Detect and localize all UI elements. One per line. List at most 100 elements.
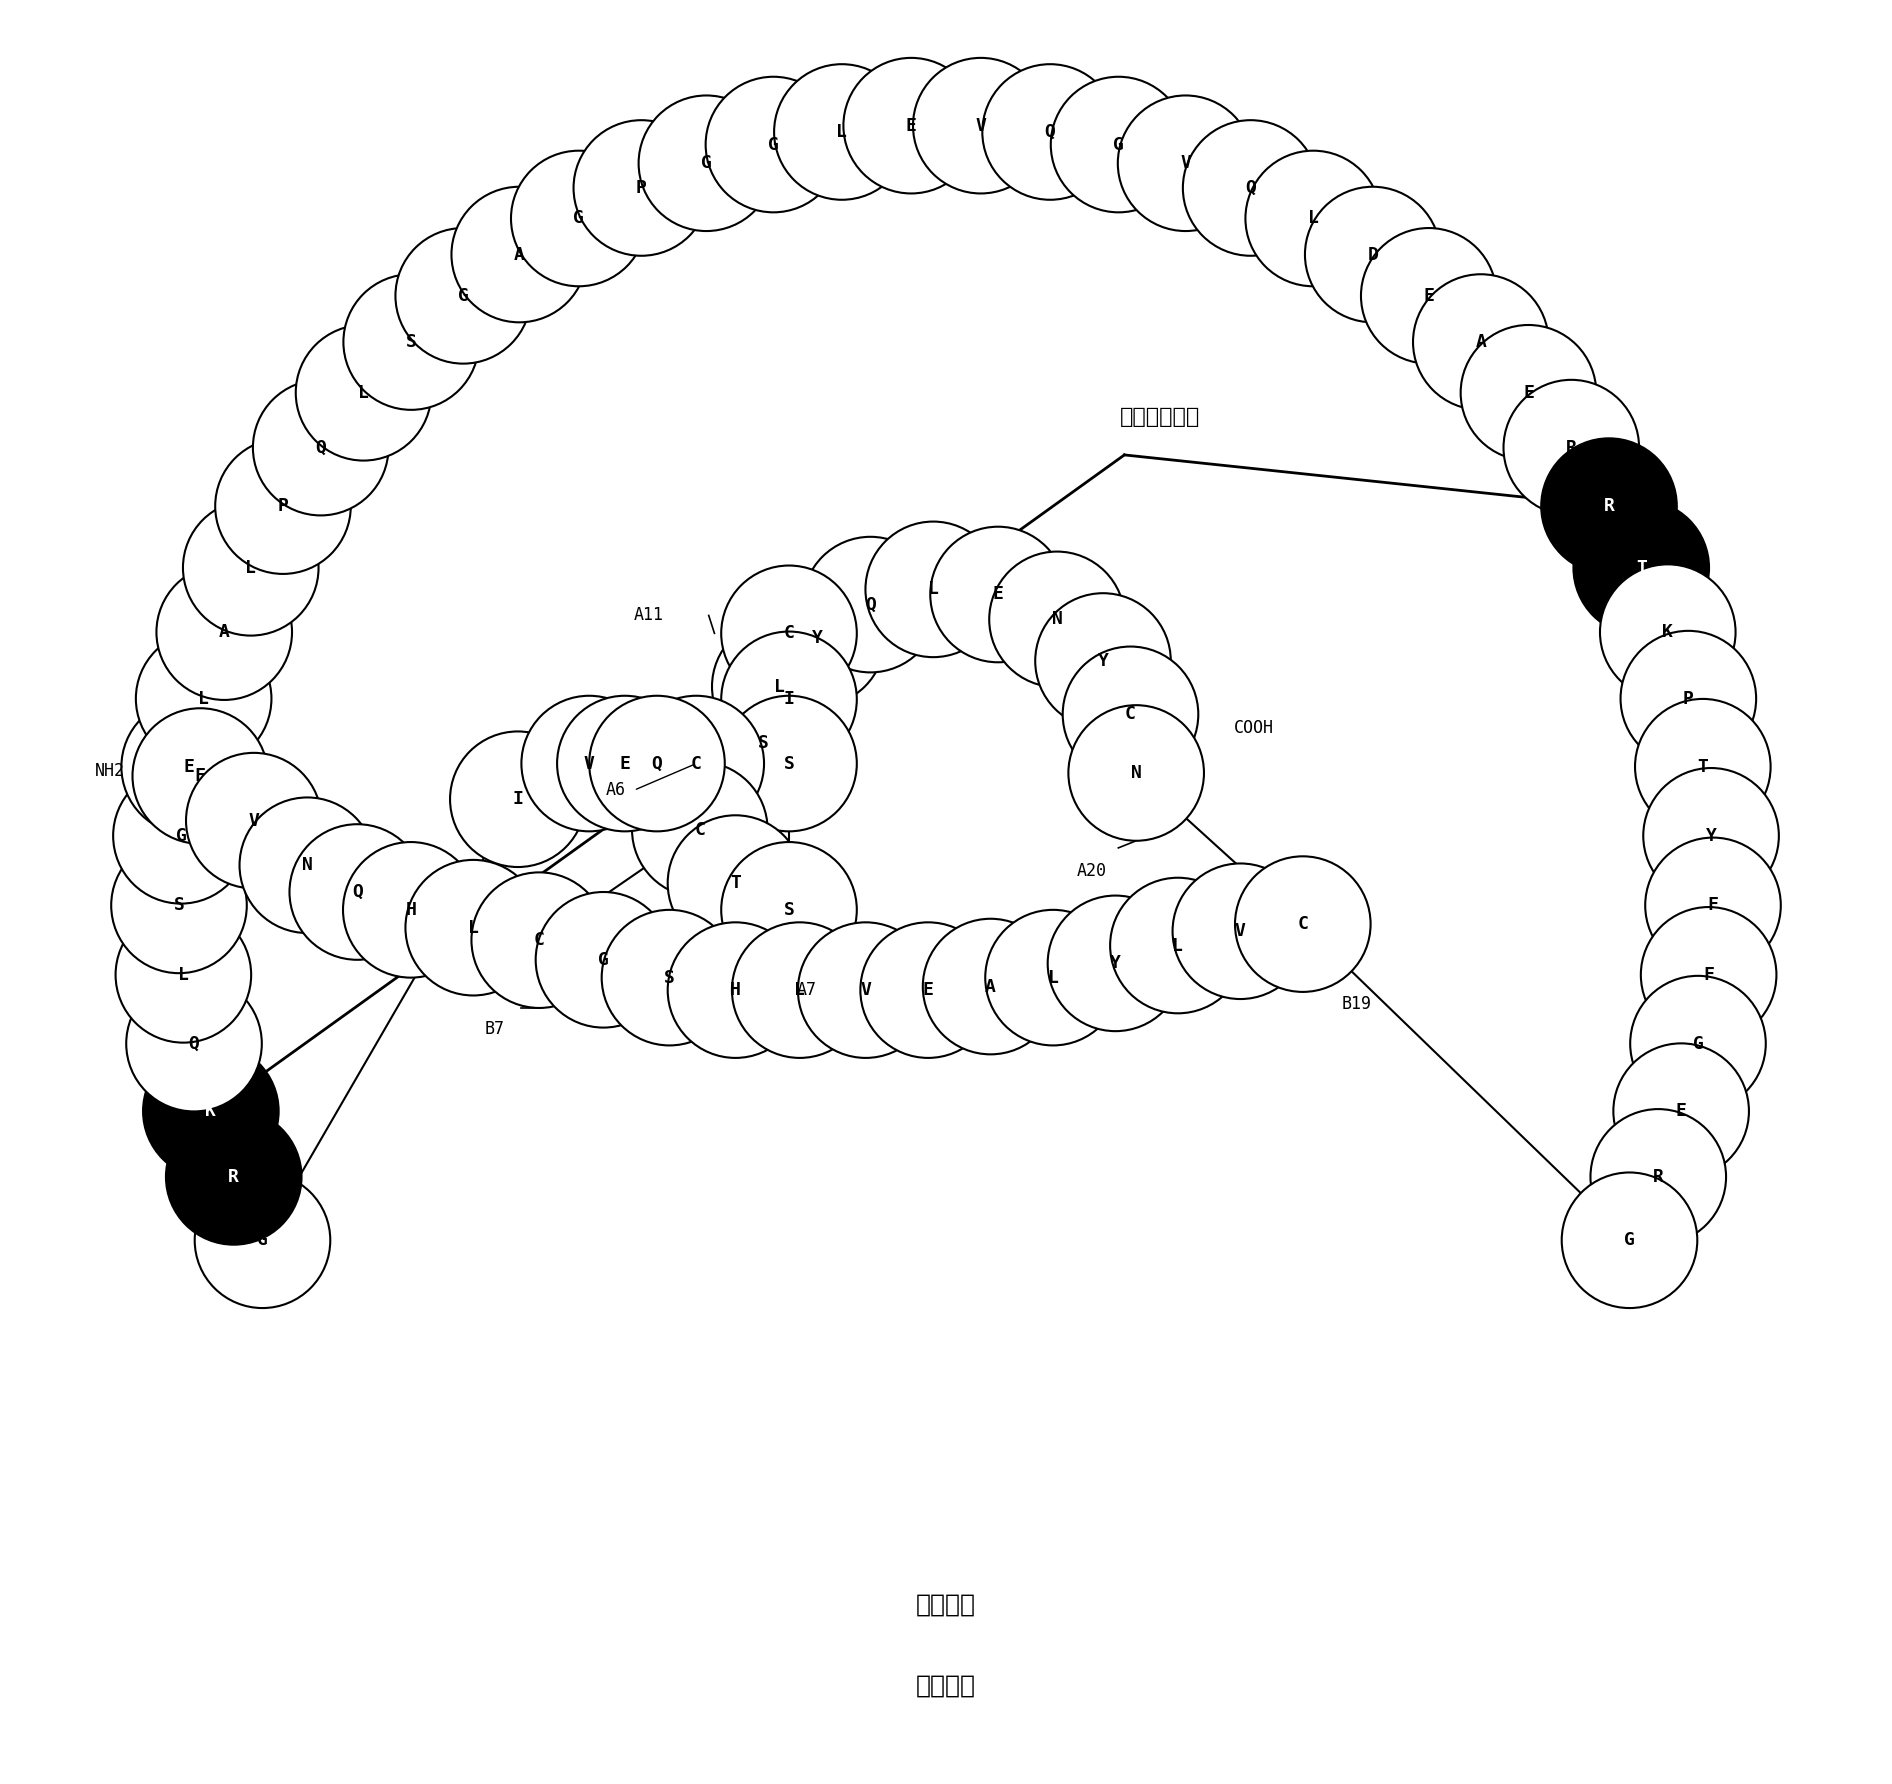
Circle shape	[1614, 1044, 1748, 1179]
Circle shape	[628, 696, 764, 831]
Circle shape	[1035, 594, 1171, 730]
Circle shape	[1048, 896, 1182, 1031]
Text: R: R	[229, 1169, 238, 1186]
Circle shape	[184, 500, 318, 635]
Text: E: E	[619, 755, 630, 772]
Text: V: V	[861, 981, 870, 999]
Circle shape	[1050, 77, 1186, 212]
Circle shape	[711, 619, 848, 755]
Circle shape	[1245, 150, 1381, 285]
Circle shape	[1644, 769, 1778, 904]
Text: G: G	[1693, 1035, 1703, 1053]
Circle shape	[706, 77, 842, 212]
Text: K: K	[206, 1103, 216, 1120]
Circle shape	[588, 696, 725, 831]
Circle shape	[254, 380, 388, 516]
Text: D: D	[1368, 246, 1377, 264]
Text: C: C	[534, 931, 545, 949]
Circle shape	[914, 57, 1048, 193]
Text: N: N	[1052, 610, 1063, 628]
Circle shape	[1574, 500, 1708, 635]
Circle shape	[114, 769, 248, 904]
Text: 现有技术: 现有技术	[916, 1595, 976, 1616]
Circle shape	[185, 753, 322, 888]
Text: A20: A20	[1077, 862, 1107, 880]
Text: L: L	[1173, 937, 1182, 954]
Text: E: E	[184, 758, 195, 776]
Text: R: R	[1604, 498, 1614, 516]
Circle shape	[395, 228, 532, 364]
Circle shape	[132, 708, 269, 844]
Circle shape	[668, 815, 804, 951]
Circle shape	[295, 325, 431, 460]
Circle shape	[798, 922, 933, 1058]
Text: L: L	[246, 558, 255, 576]
Text: V: V	[585, 755, 594, 772]
Text: R: R	[1654, 1169, 1663, 1186]
Text: B7: B7	[484, 1020, 505, 1038]
Text: V: V	[248, 812, 259, 830]
Text: G: G	[1112, 136, 1124, 153]
Text: S: S	[174, 896, 184, 915]
Circle shape	[1646, 838, 1780, 974]
Circle shape	[1235, 856, 1370, 992]
Circle shape	[1504, 380, 1638, 516]
Text: E: E	[1676, 1103, 1686, 1120]
Text: A6: A6	[605, 781, 626, 799]
Text: F: F	[1708, 896, 1718, 915]
Circle shape	[136, 632, 271, 767]
Circle shape	[344, 275, 479, 410]
Circle shape	[127, 976, 261, 1111]
Text: G: G	[458, 287, 469, 305]
Circle shape	[732, 922, 868, 1058]
Text: Q: Q	[1245, 178, 1256, 196]
Text: H: H	[405, 901, 416, 919]
Circle shape	[931, 526, 1065, 662]
Circle shape	[802, 537, 938, 673]
Circle shape	[342, 842, 479, 978]
Circle shape	[923, 919, 1058, 1054]
Text: Y: Y	[1705, 826, 1716, 846]
Text: I: I	[783, 690, 795, 708]
Text: G: G	[257, 1231, 269, 1249]
Text: Y: Y	[1111, 954, 1120, 972]
Circle shape	[1305, 187, 1440, 323]
Text: G: G	[768, 136, 780, 153]
Text: G: G	[1623, 1231, 1635, 1249]
Text: C: C	[691, 755, 702, 772]
Circle shape	[157, 564, 291, 699]
Text: S: S	[757, 735, 768, 753]
Circle shape	[115, 906, 252, 1042]
Text: F: F	[195, 767, 206, 785]
Text: COOH: COOH	[1234, 719, 1275, 737]
Text: L: L	[1307, 209, 1319, 228]
Circle shape	[240, 797, 375, 933]
Circle shape	[632, 762, 768, 897]
Circle shape	[1111, 878, 1245, 1013]
Circle shape	[450, 731, 587, 867]
Text: G: G	[176, 826, 187, 846]
Text: S: S	[664, 969, 675, 987]
Text: A: A	[515, 246, 524, 264]
Text: V: V	[976, 116, 986, 134]
Circle shape	[144, 1044, 278, 1179]
Text: K: K	[1663, 623, 1673, 640]
Circle shape	[166, 1110, 301, 1245]
Circle shape	[1561, 1172, 1697, 1308]
Text: B19: B19	[1341, 995, 1372, 1013]
Text: L: L	[927, 580, 938, 598]
Text: Q: Q	[1044, 123, 1056, 141]
Circle shape	[1182, 120, 1319, 255]
Circle shape	[721, 696, 857, 831]
Circle shape	[1360, 228, 1497, 364]
Text: L: L	[178, 965, 189, 983]
Text: L: L	[467, 919, 479, 937]
Circle shape	[1069, 705, 1203, 840]
Text: E: E	[906, 116, 916, 134]
Circle shape	[535, 892, 672, 1028]
Text: E: E	[993, 585, 1003, 603]
Text: E: E	[923, 981, 933, 999]
Circle shape	[1542, 439, 1676, 574]
Text: A: A	[219, 623, 229, 640]
Text: E: E	[1523, 384, 1534, 401]
